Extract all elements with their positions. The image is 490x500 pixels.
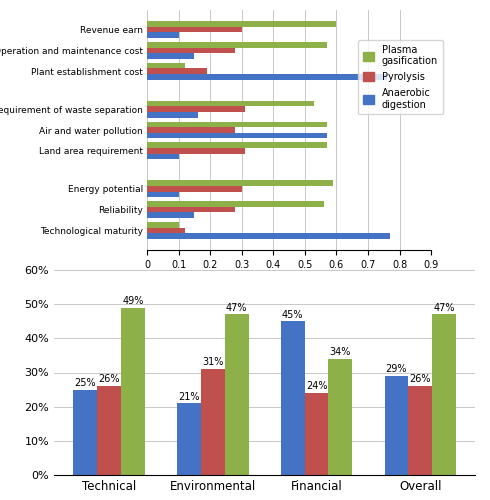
Bar xyxy=(147,53,195,59)
Bar xyxy=(147,42,327,48)
Bar xyxy=(147,74,387,80)
Bar xyxy=(147,228,185,234)
Bar xyxy=(97,386,121,475)
Bar xyxy=(328,359,352,475)
Bar xyxy=(201,369,224,475)
Bar xyxy=(385,376,408,475)
Bar xyxy=(147,127,235,133)
Text: 29%: 29% xyxy=(386,364,407,374)
Bar xyxy=(147,26,242,32)
Text: 45%: 45% xyxy=(282,310,303,320)
Bar xyxy=(147,201,324,207)
Text: 21%: 21% xyxy=(178,392,199,402)
X-axis label: Weights: Weights xyxy=(267,276,312,285)
Bar xyxy=(121,308,145,475)
Bar xyxy=(147,186,242,192)
Bar xyxy=(147,68,207,74)
Bar xyxy=(147,48,235,53)
Bar xyxy=(224,314,248,475)
Bar xyxy=(147,133,327,138)
Bar xyxy=(305,393,328,475)
Legend: Plasma
gasification, Pyrolysis, Anaerobic
digestion: Plasma gasification, Pyrolysis, Anaerobi… xyxy=(358,40,443,115)
Bar xyxy=(147,212,195,218)
Bar xyxy=(147,207,235,212)
Text: 34%: 34% xyxy=(330,347,351,357)
Bar xyxy=(147,122,327,127)
Bar xyxy=(147,100,315,106)
Bar xyxy=(147,148,245,154)
Bar xyxy=(408,386,432,475)
Text: 47%: 47% xyxy=(226,302,247,312)
Bar xyxy=(147,154,178,160)
Bar xyxy=(147,21,337,26)
Bar xyxy=(147,63,185,68)
Bar xyxy=(147,106,245,112)
Bar xyxy=(147,234,390,239)
Bar xyxy=(147,142,327,148)
Bar xyxy=(147,222,178,228)
Bar xyxy=(147,180,333,186)
Bar xyxy=(177,403,201,475)
Bar xyxy=(147,112,197,117)
Text: 25%: 25% xyxy=(74,378,96,388)
Text: 26%: 26% xyxy=(410,374,431,384)
Text: 24%: 24% xyxy=(306,382,327,392)
Text: 31%: 31% xyxy=(202,358,223,368)
Text: 49%: 49% xyxy=(122,296,144,306)
Text: 47%: 47% xyxy=(434,302,455,312)
Bar xyxy=(147,32,178,38)
Text: 26%: 26% xyxy=(98,374,120,384)
Bar xyxy=(281,322,305,475)
Bar xyxy=(73,390,97,475)
Bar xyxy=(147,192,178,197)
Bar xyxy=(432,314,456,475)
